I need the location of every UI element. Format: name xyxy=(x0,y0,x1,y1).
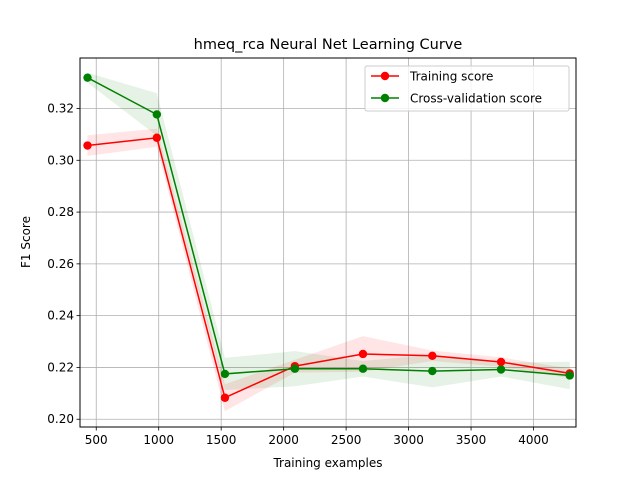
legend-label-0: Training score xyxy=(409,70,493,84)
y-tick-label: 0.26 xyxy=(47,257,74,271)
x-tick-label: 1000 xyxy=(143,433,174,447)
data-point-series-1 xyxy=(565,371,574,380)
y-tick-label: 0.28 xyxy=(47,205,74,219)
series-line-1 xyxy=(87,77,570,377)
y-ticks: 0.20 0.22 0.24 0.26 0.28 0.30 0.32 xyxy=(47,101,80,426)
axes-frame xyxy=(79,57,577,428)
legend-label-1: Cross-validation score xyxy=(410,92,542,106)
legend-marker-1 xyxy=(380,93,390,103)
x-ticks: 500 1000 1500 2000 2500 3000 3500 4000 xyxy=(85,427,549,447)
data-point-series-1 xyxy=(428,366,437,376)
y-tick-label: 0.22 xyxy=(47,360,74,374)
data-point-series-1 xyxy=(220,369,230,379)
data-point-series-0 xyxy=(152,133,162,142)
x-tick-label: 4000 xyxy=(518,433,549,447)
x-tick-label: 2000 xyxy=(268,433,299,447)
data-point-series-0 xyxy=(220,393,230,402)
y-tick-label: 0.30 xyxy=(47,153,74,167)
x-tick-label: 2500 xyxy=(331,433,362,447)
data-point-series-1 xyxy=(358,364,368,373)
chart-title: hmeq_rca Neural Net Learning Curve xyxy=(194,37,463,53)
x-axis-label: Training examples xyxy=(272,456,382,470)
series-markers xyxy=(83,73,574,402)
y-tick-label: 0.24 xyxy=(47,309,74,323)
data-point-series-1 xyxy=(496,365,506,374)
y-tick-label: 0.20 xyxy=(47,412,74,426)
std-band-series-0 xyxy=(87,128,570,412)
y-tick-label: 0.32 xyxy=(47,101,74,115)
data-point-series-0 xyxy=(358,349,368,359)
data-point-series-0 xyxy=(83,141,92,150)
x-tick-label: 500 xyxy=(85,433,108,447)
legend: Training score Cross-validation score xyxy=(364,65,570,112)
data-point-series-1 xyxy=(152,110,162,119)
legend-box xyxy=(364,65,570,112)
x-tick-label: 3000 xyxy=(393,433,424,447)
legend-marker-0 xyxy=(380,71,390,81)
series-lines xyxy=(87,77,570,399)
grid xyxy=(80,58,576,427)
x-tick-label: 1500 xyxy=(206,433,237,447)
series-line-0 xyxy=(87,136,570,399)
x-tick-label: 3500 xyxy=(456,433,487,447)
data-point-series-1 xyxy=(83,73,92,82)
data-point-series-0 xyxy=(428,351,437,360)
data-point-series-0 xyxy=(496,357,506,367)
y-axis-label: F1 Score xyxy=(19,216,33,268)
data-point-series-1 xyxy=(290,364,300,373)
